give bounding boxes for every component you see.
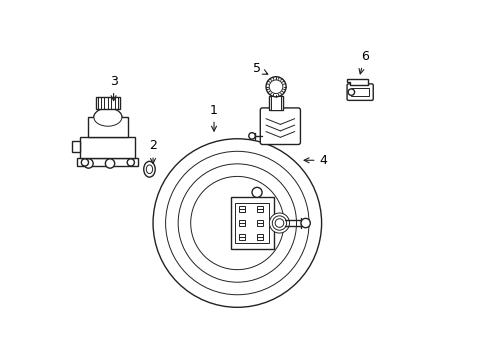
- Circle shape: [190, 176, 284, 270]
- Text: 6: 6: [358, 50, 368, 74]
- Circle shape: [127, 159, 134, 166]
- Circle shape: [105, 159, 115, 168]
- Polygon shape: [346, 79, 367, 85]
- Text: 3: 3: [109, 75, 117, 101]
- Circle shape: [269, 213, 289, 233]
- Bar: [351, 88, 368, 96]
- Circle shape: [301, 219, 310, 228]
- Bar: [239, 206, 244, 212]
- Bar: [239, 220, 244, 226]
- Polygon shape: [230, 197, 274, 249]
- Circle shape: [265, 77, 285, 97]
- Circle shape: [251, 187, 262, 197]
- Circle shape: [81, 159, 88, 166]
- Circle shape: [275, 219, 283, 227]
- Bar: [271, 96, 280, 110]
- Circle shape: [269, 80, 282, 94]
- Bar: [256, 234, 262, 240]
- Polygon shape: [77, 158, 138, 166]
- Ellipse shape: [146, 165, 152, 174]
- Bar: [88, 117, 128, 137]
- FancyBboxPatch shape: [346, 84, 372, 100]
- Bar: [72, 141, 80, 152]
- Bar: [256, 220, 262, 226]
- Circle shape: [153, 139, 321, 307]
- FancyBboxPatch shape: [260, 108, 300, 144]
- Bar: [96, 97, 120, 109]
- Circle shape: [272, 216, 286, 230]
- Circle shape: [83, 159, 93, 168]
- Text: 5: 5: [252, 62, 267, 75]
- Ellipse shape: [94, 108, 122, 126]
- Circle shape: [165, 151, 308, 295]
- Bar: [239, 234, 244, 240]
- Polygon shape: [234, 203, 268, 243]
- Bar: [269, 96, 282, 110]
- Bar: [256, 206, 262, 212]
- Ellipse shape: [143, 161, 155, 177]
- Text: 2: 2: [149, 139, 157, 163]
- Text: 4: 4: [304, 154, 326, 167]
- Circle shape: [178, 164, 296, 282]
- Bar: [80, 137, 135, 158]
- Text: 1: 1: [210, 104, 218, 131]
- Circle shape: [347, 89, 354, 95]
- Circle shape: [248, 133, 255, 139]
